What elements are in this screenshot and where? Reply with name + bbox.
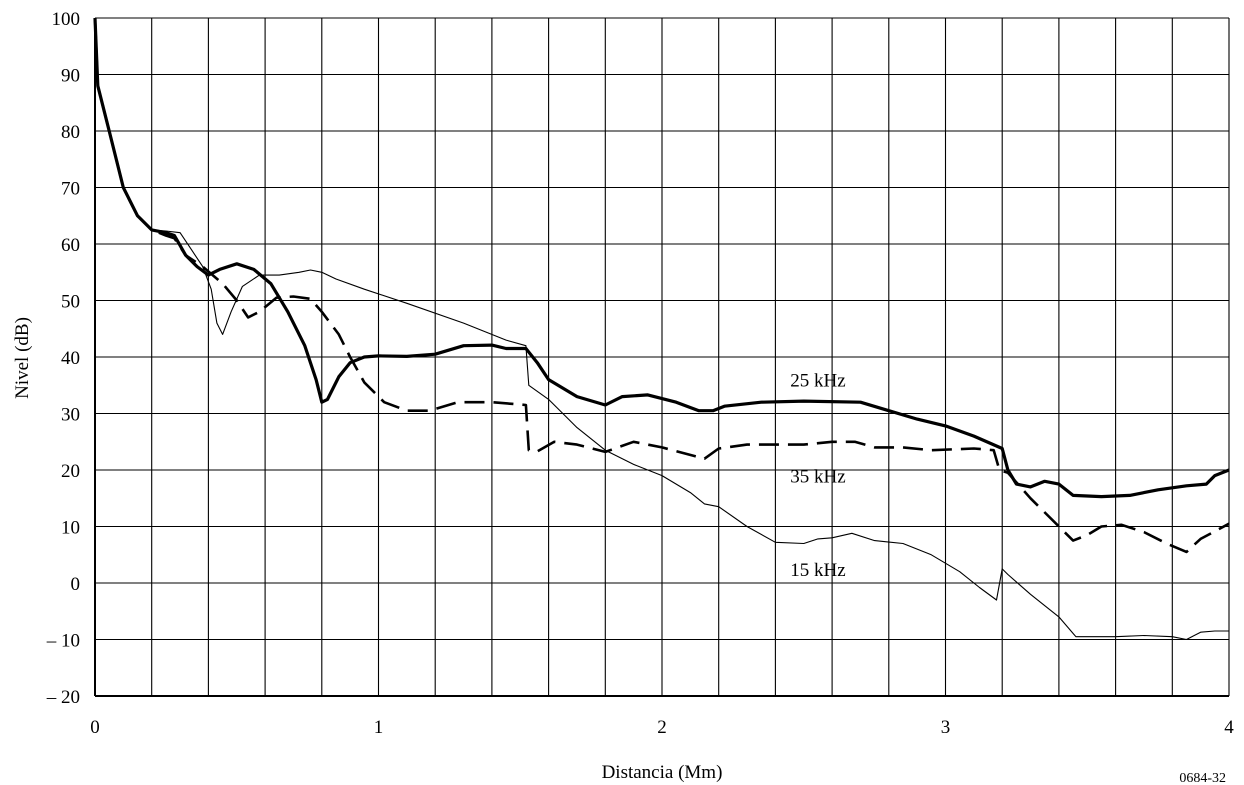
series-label: 25 kHz <box>790 371 845 392</box>
x-tick-label: 4 <box>1224 717 1234 738</box>
y-tick-label: 20 <box>61 461 80 482</box>
y-tick-label: 70 <box>61 179 80 200</box>
y-axis-title: Nivel (dB) <box>12 317 33 399</box>
series-lines <box>93 17 1230 641</box>
series-line-35-khz <box>93 17 1230 554</box>
x-tick-label: 2 <box>657 717 667 738</box>
series-line-25-khz <box>93 17 1230 499</box>
y-tick-label: 40 <box>61 348 80 369</box>
y-tick-label: 30 <box>61 405 80 426</box>
y-tick-label: – 20 <box>46 687 80 708</box>
x-tick-label: 1 <box>374 717 384 738</box>
x-tick-labels: 0 1 2 3 4 <box>90 717 1234 738</box>
series-label: 35 kHz <box>790 467 845 488</box>
y-tick-label: 50 <box>61 292 80 313</box>
grid <box>94 17 1230 697</box>
series-label: 15 kHz <box>790 560 845 581</box>
y-tick-label: 100 <box>52 9 81 30</box>
series-line-15-khz <box>94 17 1229 641</box>
y-tick-label: 10 <box>61 518 80 539</box>
y-tick-label: – 10 <box>46 631 80 652</box>
y-tick-label: 80 <box>61 122 80 143</box>
y-tick-labels: – 20 – 10 0 10 20 30 40 50 60 70 80 90 100 <box>46 9 80 708</box>
y-tick-label: 0 <box>71 574 81 595</box>
x-tick-label: 3 <box>941 717 951 738</box>
y-tick-label: 60 <box>61 235 80 256</box>
y-tick-label: 90 <box>61 66 80 87</box>
x-axis-title: Distancia (Mm) <box>602 762 723 783</box>
x-tick-label: 0 <box>90 717 100 738</box>
figure-code: 0684-32 <box>1179 771 1226 785</box>
series-labels: 25 kHz 35 kHz 15 kHz <box>790 371 845 581</box>
